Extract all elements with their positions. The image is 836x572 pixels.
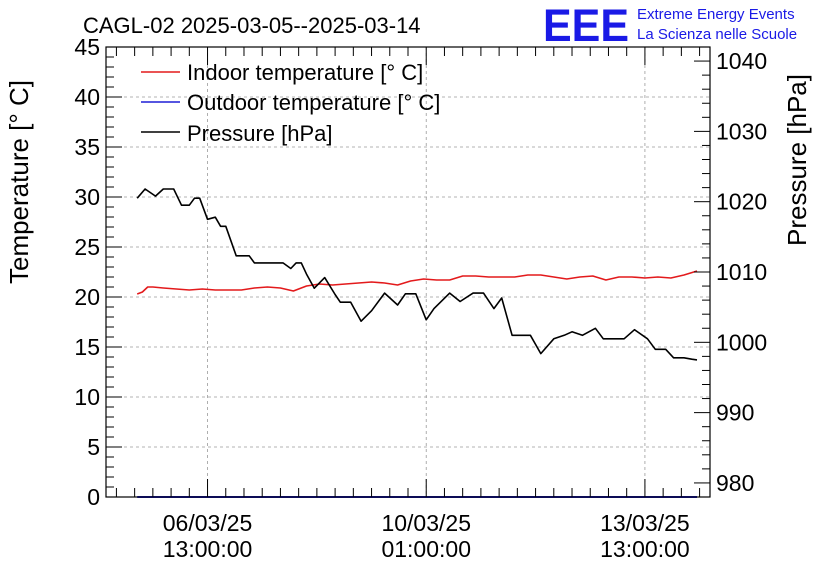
y-axis-label: Temperature [° C] bbox=[4, 80, 34, 284]
y2-tick-label: 980 bbox=[716, 470, 754, 496]
legend-label-outdoor: Outdoor temperature [° C] bbox=[187, 90, 440, 115]
y2-tick-label: 1010 bbox=[716, 259, 767, 285]
y2-tick-label: 1040 bbox=[716, 48, 767, 74]
pressure-line bbox=[136, 188, 698, 361]
x-tick-date-label: 06/03/25 bbox=[163, 510, 253, 536]
series-layer bbox=[136, 188, 698, 498]
y-tick-label: 35 bbox=[74, 134, 100, 160]
y-tick-label: 5 bbox=[87, 434, 100, 460]
eee-logo: EEE Extreme Energy Events La Scienza nel… bbox=[543, 0, 797, 51]
legend-label-pressure: Pressure [hPa] bbox=[187, 121, 333, 146]
y2-axis-label: Pressure [hPa] bbox=[782, 74, 812, 246]
indoor-temperature-line bbox=[136, 270, 698, 295]
y-tick-label: 0 bbox=[87, 484, 100, 510]
x-tick-time-label: 13:00:00 bbox=[600, 536, 690, 562]
x-tick-time-label: 01:00:00 bbox=[381, 536, 471, 562]
y-tick-label: 30 bbox=[74, 184, 100, 210]
legend: Indoor temperature [° C] Outdoor tempera… bbox=[141, 60, 440, 146]
y-tick-label: 15 bbox=[74, 334, 100, 360]
logo-line-2: La Scienza nelle Scuole bbox=[637, 26, 797, 43]
y-tick-label: 40 bbox=[74, 84, 100, 110]
y2-tick-label: 1000 bbox=[716, 329, 767, 355]
y2-tick-label: 990 bbox=[716, 400, 754, 426]
x-tick-time-label: 13:00:00 bbox=[163, 536, 253, 562]
y-tick-label: 25 bbox=[74, 234, 100, 260]
x-tick-date-label: 13/03/25 bbox=[600, 510, 690, 536]
y2-tick-label: 1020 bbox=[716, 189, 767, 215]
x-tick-date-label: 10/03/25 bbox=[381, 510, 471, 536]
y-tick-label: 10 bbox=[74, 384, 100, 410]
y2-tick-label: 1030 bbox=[716, 118, 767, 144]
y-tick-label: 45 bbox=[74, 34, 100, 60]
axes-layer: 0 5 10 15 20 25 30 35 40 45 980 990 1000 1010 1020 1030… bbox=[74, 34, 767, 562]
y-tick-label: 20 bbox=[74, 284, 100, 310]
grid-lines bbox=[106, 47, 710, 497]
chart-title: CAGL-02 2025-03-05--2025-03-14 bbox=[83, 13, 421, 38]
logo-line-1: Extreme Energy Events bbox=[637, 6, 795, 23]
logo-mark: EEE bbox=[543, 0, 629, 51]
legend-label-indoor: Indoor temperature [° C] bbox=[187, 60, 423, 85]
